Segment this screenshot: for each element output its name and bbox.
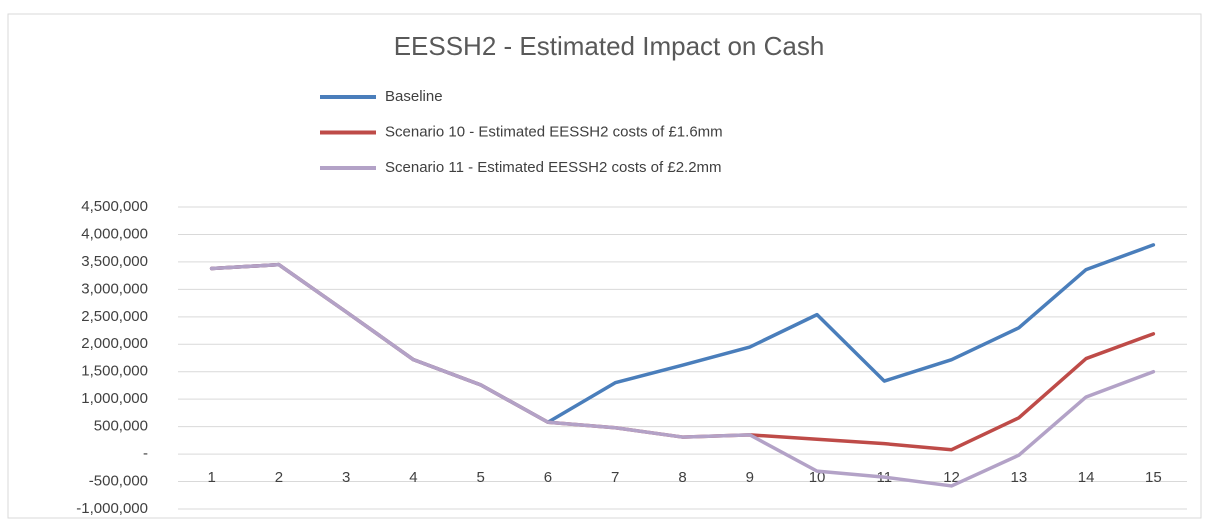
chart-title: EESSH2 - Estimated Impact on Cash [394, 31, 825, 61]
x-tick-label: 8 [678, 469, 686, 486]
chart-frame [7, 13, 1202, 519]
y-tick-label: 1,500,000 [81, 363, 148, 380]
y-tick-label: 1,000,000 [81, 390, 148, 407]
y-tick-label: 4,000,000 [81, 225, 148, 242]
y-tick-label: 3,500,000 [81, 253, 148, 270]
y-tick-label: -500,000 [89, 473, 148, 490]
y-tick-label: - [143, 445, 148, 462]
y-tick-label: 4,500,000 [81, 198, 148, 215]
y-tick-label: 500,000 [94, 418, 148, 435]
y-tick-label: 3,000,000 [81, 280, 148, 297]
y-tick-label: 2,500,000 [81, 308, 148, 325]
x-tick-label: 3 [342, 469, 350, 486]
legend-label: Scenario 10 - Estimated EESSH2 costs of … [385, 123, 723, 140]
x-tick-label: 9 [746, 469, 754, 486]
x-tick-label: 15 [1145, 469, 1162, 486]
x-tick-label: 2 [275, 469, 283, 486]
series-line [209, 262, 1156, 488]
x-tick-label: 1 [207, 469, 215, 486]
legend-label: Baseline [385, 88, 443, 105]
legend-label: Scenario 11 - Estimated EESSH2 costs of … [385, 159, 722, 176]
x-tick-label: 7 [611, 469, 619, 486]
x-tick-label: 10 [809, 469, 826, 486]
y-tick-label: -1,000,000 [76, 500, 148, 517]
x-tick-label: 14 [1078, 469, 1095, 486]
x-tick-label: 4 [409, 469, 417, 486]
x-tick-label: 13 [1010, 469, 1027, 486]
x-tick-label: 12 [943, 469, 960, 486]
x-tick-label: 5 [477, 469, 485, 486]
x-tick-label: 6 [544, 469, 552, 486]
y-tick-label: 2,000,000 [81, 335, 148, 352]
